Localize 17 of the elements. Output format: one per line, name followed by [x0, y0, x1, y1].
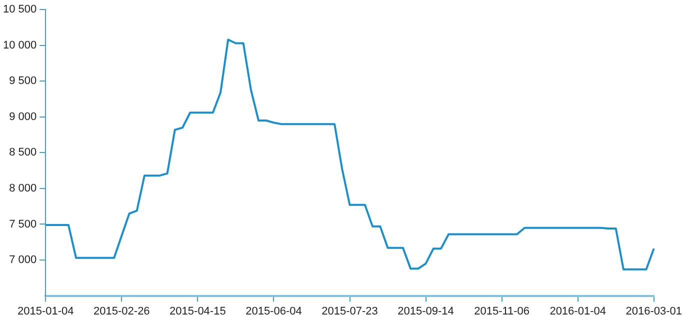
x-tick-label: 2015-02-26: [94, 305, 150, 318]
y-tick-label: 8 000: [9, 182, 37, 195]
y-tick-label: 7 000: [9, 254, 37, 266]
y-tick-label: 9 000: [9, 110, 37, 123]
y-tick-label: 9 500: [9, 75, 37, 88]
y-tick-label: 10 000: [2, 39, 37, 52]
x-tick-label: 2015-11-06: [474, 305, 530, 318]
x-tick-label: 2015-01-04: [18, 305, 74, 318]
y-tick-label: 8 500: [9, 146, 37, 159]
x-tick-label: 2015-07-23: [322, 305, 378, 318]
x-tick-label: 2015-09-14: [398, 305, 454, 318]
y-tick-label: 10 500: [2, 4, 37, 16]
x-tick-label: 2016-03-01: [626, 305, 682, 318]
y-tick-label: 7 500: [9, 218, 37, 230]
x-tick-label: 2015-04-15: [170, 305, 226, 318]
x-tick-label: 2016-01-04: [550, 305, 606, 318]
x-tick-label: 2015-06-04: [246, 305, 302, 318]
